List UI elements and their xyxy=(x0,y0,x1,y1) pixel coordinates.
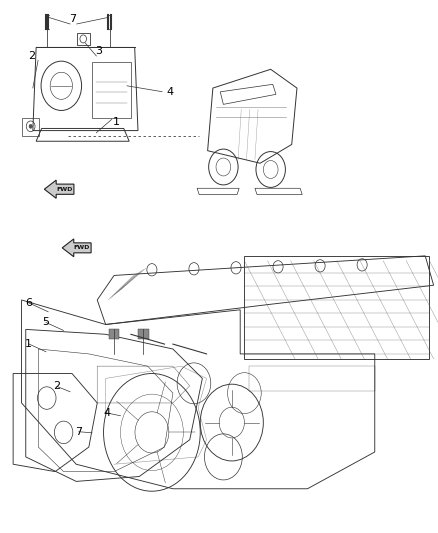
Bar xyxy=(138,329,148,339)
Bar xyxy=(92,62,131,118)
Text: FWD: FWD xyxy=(74,245,90,251)
Text: 2: 2 xyxy=(28,51,35,61)
Text: 4: 4 xyxy=(166,87,173,96)
Bar xyxy=(109,329,119,339)
Polygon shape xyxy=(44,180,74,198)
Text: 7: 7 xyxy=(75,427,82,437)
Text: 3: 3 xyxy=(95,46,102,55)
Text: 4: 4 xyxy=(104,408,111,418)
Text: 1: 1 xyxy=(113,117,120,127)
Text: 1: 1 xyxy=(25,339,32,349)
Circle shape xyxy=(29,124,32,128)
Text: 2: 2 xyxy=(53,382,60,391)
Text: 7: 7 xyxy=(69,14,76,23)
Text: 6: 6 xyxy=(25,298,32,308)
Text: 5: 5 xyxy=(42,318,49,327)
Polygon shape xyxy=(62,239,91,257)
Bar xyxy=(77,33,90,45)
Text: FWD: FWD xyxy=(56,187,73,192)
